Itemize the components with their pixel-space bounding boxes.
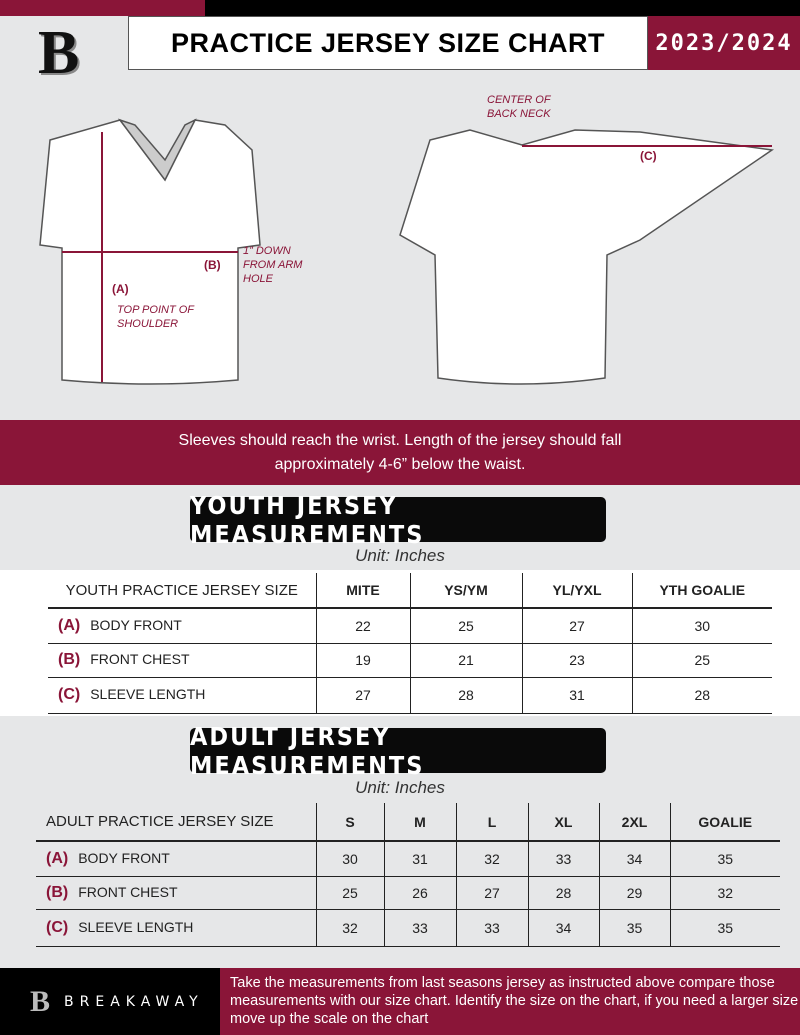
cell: 32 xyxy=(669,876,780,910)
cell: 33 xyxy=(527,841,599,877)
cell: 25 xyxy=(631,643,772,678)
header-cell: YL/YXL xyxy=(521,573,632,609)
cell: 21 xyxy=(409,643,522,678)
row-key: (A) xyxy=(46,849,69,867)
cell: 29 xyxy=(598,876,670,910)
cell: 35 xyxy=(669,841,780,877)
row-label: (A) BODY FRONT xyxy=(36,841,316,877)
back-jersey xyxy=(399,129,775,385)
row-label-text: SLEEVE LENGTH xyxy=(78,918,194,935)
header-cell: S xyxy=(315,803,384,842)
cell: 23 xyxy=(521,643,632,678)
header-cell: MITE xyxy=(315,573,410,609)
cell: 30 xyxy=(631,608,772,644)
adult-section-title: ADULT JERSEY MEASUREMENTS xyxy=(190,722,606,780)
cell: 28 xyxy=(631,677,772,714)
row-label: (B) FRONT CHEST xyxy=(48,643,316,678)
jersey-diagram xyxy=(39,118,775,385)
cell: 33 xyxy=(455,909,528,947)
table-header-row: ADULT PRACTICE JERSEY SIZE S M L XL 2XL … xyxy=(36,803,780,842)
row-label: (B) FRONT CHEST xyxy=(36,876,316,910)
youth-unit: Unit: Inches xyxy=(355,546,445,565)
note-b: 1” DOWN FROM ARM HOLE xyxy=(243,245,303,285)
header-cell: GOALIE xyxy=(669,803,780,842)
cell: 35 xyxy=(598,909,670,947)
row-label-text: FRONT CHEST xyxy=(78,883,178,900)
cell: 31 xyxy=(383,841,456,877)
adult-size-table: ADULT PRACTICE JERSEY SIZE S M L XL 2XL … xyxy=(36,803,780,947)
cell: 31 xyxy=(521,677,632,714)
cell: 32 xyxy=(455,841,528,877)
cell: 22 xyxy=(315,608,410,644)
cell: 34 xyxy=(527,909,599,947)
banner-line-2: approximately 4-6” below the waist. xyxy=(274,456,526,473)
youth-section-title: YOUTH JERSEY MEASUREMENTS xyxy=(190,491,606,549)
cell: 27 xyxy=(521,608,632,644)
adult-unit: Unit: Inches xyxy=(355,778,445,797)
table-row: (B) FRONT CHEST 19 21 23 25 xyxy=(48,643,772,678)
label-b: (B) xyxy=(204,258,221,272)
table-row: (C) SLEEVE LENGTH 27 28 31 28 xyxy=(48,677,772,714)
header-cell: M xyxy=(383,803,456,842)
cell: 19 xyxy=(315,643,410,678)
table-row: (A) BODY FRONT 30 31 32 33 34 35 xyxy=(36,841,780,877)
row-label-text: BODY FRONT xyxy=(78,849,170,866)
row-label-text: SLEEVE LENGTH xyxy=(90,686,206,702)
row-key: (B) xyxy=(46,883,69,901)
cell: 26 xyxy=(383,876,456,910)
cell: 25 xyxy=(315,876,384,910)
row-label-text: FRONT CHEST xyxy=(90,651,190,667)
footer-logo: B xyxy=(30,984,51,1018)
footer-instructions: Take the measurements from last seasons … xyxy=(220,968,800,1035)
note-c: CENTER OF BACK NECK xyxy=(487,94,551,120)
label-a: (A) xyxy=(112,282,129,296)
top-bar-accent xyxy=(0,0,205,16)
cell: 30 xyxy=(315,841,384,877)
table-header-row: YOUTH PRACTICE JERSEY SIZE MITE YS/YM YL… xyxy=(48,573,772,609)
season-badge: 2023/2024 xyxy=(648,16,800,70)
cell: 27 xyxy=(315,677,410,714)
cell: 25 xyxy=(409,608,522,644)
table-row: (C) SLEEVE LENGTH 32 33 33 34 35 35 xyxy=(36,909,780,947)
header-cell: XL xyxy=(527,803,599,842)
row-key: (C) xyxy=(46,918,69,936)
note-a: TOP POINT OF SHOULDER xyxy=(117,304,194,330)
header-cell: YOUTH PRACTICE JERSEY SIZE xyxy=(48,573,316,609)
label-c: (C) xyxy=(640,149,657,163)
header-cell: YTH GOALIE xyxy=(631,573,772,609)
table-row: (B) FRONT CHEST 25 26 27 28 29 32 xyxy=(36,876,780,910)
row-label: (C) SLEEVE LENGTH xyxy=(36,909,316,947)
header-cell: YS/YM xyxy=(409,573,522,609)
row-label: (C) SLEEVE LENGTH xyxy=(48,677,316,714)
cell: 28 xyxy=(409,677,522,714)
banner-line-1: Sleeves should reach the wrist. Length o… xyxy=(178,432,622,449)
footer-brand: B BREAKAWAY xyxy=(0,968,220,1035)
row-key: (C) xyxy=(58,686,81,703)
row-key: (B) xyxy=(58,651,81,668)
table-row: (A) BODY FRONT 22 25 27 30 xyxy=(48,608,772,644)
row-label: (A) BODY FRONT xyxy=(48,608,316,644)
cell: 28 xyxy=(527,876,599,910)
youth-size-table: YOUTH PRACTICE JERSEY SIZE MITE YS/YM YL… xyxy=(48,573,772,714)
top-bar-dark xyxy=(205,0,800,16)
brand-logo: B xyxy=(38,19,80,87)
cell: 32 xyxy=(315,909,384,947)
cell: 34 xyxy=(598,841,670,877)
row-key: (A) xyxy=(58,616,81,634)
header-cell: L xyxy=(455,803,528,842)
header-cell: 2XL xyxy=(598,803,670,842)
cell: 27 xyxy=(455,876,528,910)
footer-brand-name: BREAKAWAY xyxy=(64,993,204,1010)
cell: 33 xyxy=(383,909,456,947)
fit-instructions-banner: Sleeves should reach the wrist. Length o… xyxy=(0,420,800,485)
cell: 35 xyxy=(669,909,780,947)
page-title: PRACTICE JERSEY SIZE CHART xyxy=(128,16,648,70)
row-label-text: BODY FRONT xyxy=(90,616,182,633)
header-cell: ADULT PRACTICE JERSEY SIZE xyxy=(36,803,316,842)
